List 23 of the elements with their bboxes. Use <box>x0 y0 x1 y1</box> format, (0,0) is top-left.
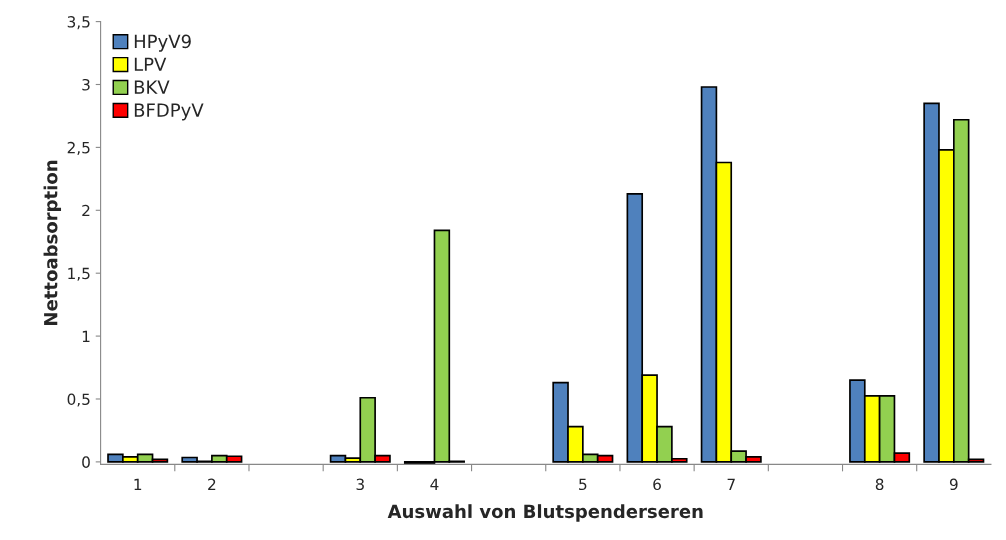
x-tick-label: 4 <box>430 478 439 490</box>
y-tick-label: 3 <box>82 78 90 91</box>
legend-label: HPyV9 <box>134 34 191 52</box>
y-tick-label: 0,5 <box>67 393 90 407</box>
legend-label: LPV <box>134 57 167 71</box>
x-tick-label: 2 <box>208 478 216 490</box>
x-tick-label: 9 <box>949 478 958 491</box>
legend-label: BFDPyV <box>134 103 204 121</box>
y-tick-label: 0 <box>82 456 90 468</box>
x-tick-label: 7 <box>727 478 735 490</box>
y-tick-label: 1 <box>82 330 90 342</box>
x-axis-title: Auswahl von Blutspenderseren <box>387 504 703 522</box>
y-axis-title: Nettoabsorption <box>43 160 62 325</box>
y-tick-label: 2 <box>82 204 90 217</box>
x-tick-label: 6 <box>653 478 661 491</box>
x-tick-label: 5 <box>579 478 587 491</box>
legend-label: BKV <box>134 80 170 94</box>
y-tick-label: 2,5 <box>67 141 90 155</box>
y-tick-label: 1,5 <box>68 267 90 281</box>
x-tick-label: 8 <box>875 478 884 491</box>
x-tick-label: 1 <box>134 478 142 490</box>
y-tick-label: 3,5 <box>67 16 90 30</box>
x-tick-label: 3 <box>356 478 364 491</box>
